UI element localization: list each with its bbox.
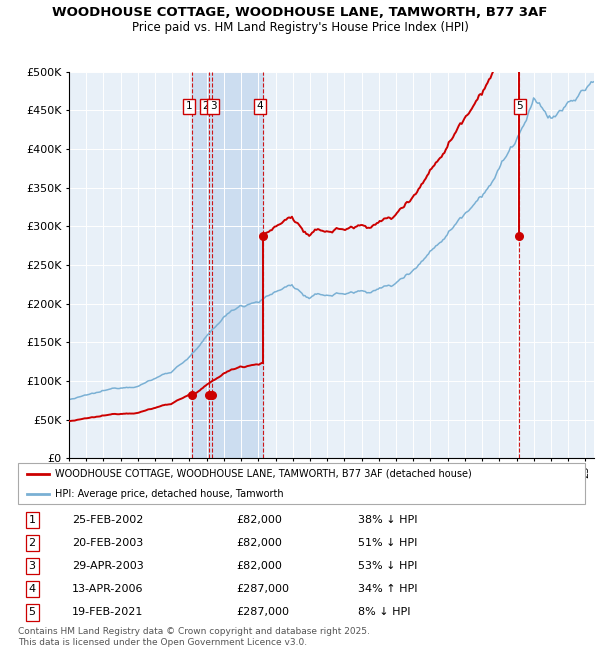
Text: £82,000: £82,000 (236, 515, 282, 525)
Text: 53% ↓ HPI: 53% ↓ HPI (358, 561, 418, 571)
Text: £287,000: £287,000 (236, 608, 289, 617)
Text: HPI: Average price, detached house, Tamworth: HPI: Average price, detached house, Tamw… (55, 489, 283, 499)
Text: 38% ↓ HPI: 38% ↓ HPI (358, 515, 418, 525)
Text: 34% ↑ HPI: 34% ↑ HPI (358, 584, 418, 594)
Text: 19-FEB-2021: 19-FEB-2021 (72, 608, 143, 617)
Text: 2: 2 (203, 101, 209, 111)
Text: WOODHOUSE COTTAGE, WOODHOUSE LANE, TAMWORTH, B77 3AF (detached house): WOODHOUSE COTTAGE, WOODHOUSE LANE, TAMWO… (55, 469, 472, 479)
Text: 1: 1 (185, 101, 192, 111)
Text: Contains HM Land Registry data © Crown copyright and database right 2025.
This d: Contains HM Land Registry data © Crown c… (18, 627, 370, 647)
Text: £82,000: £82,000 (236, 538, 282, 548)
Text: 29-APR-2003: 29-APR-2003 (72, 561, 143, 571)
Text: 51% ↓ HPI: 51% ↓ HPI (358, 538, 418, 548)
Text: 4: 4 (29, 584, 36, 594)
Text: £82,000: £82,000 (236, 561, 282, 571)
Text: 3: 3 (210, 101, 217, 111)
Text: 2: 2 (29, 538, 36, 548)
Text: £287,000: £287,000 (236, 584, 289, 594)
Text: 5: 5 (517, 101, 523, 111)
Bar (192, 72, 263, 458)
Text: 8% ↓ HPI: 8% ↓ HPI (358, 608, 410, 617)
Text: 5: 5 (29, 608, 35, 617)
Text: 3: 3 (29, 561, 35, 571)
Text: 1: 1 (29, 515, 35, 525)
FancyBboxPatch shape (18, 463, 585, 504)
Text: 13-APR-2006: 13-APR-2006 (72, 584, 143, 594)
Text: Price paid vs. HM Land Registry's House Price Index (HPI): Price paid vs. HM Land Registry's House … (131, 21, 469, 34)
Text: 20-FEB-2003: 20-FEB-2003 (72, 538, 143, 548)
Text: 4: 4 (257, 101, 263, 111)
Text: 25-FEB-2002: 25-FEB-2002 (72, 515, 143, 525)
Text: WOODHOUSE COTTAGE, WOODHOUSE LANE, TAMWORTH, B77 3AF: WOODHOUSE COTTAGE, WOODHOUSE LANE, TAMWO… (52, 6, 548, 20)
